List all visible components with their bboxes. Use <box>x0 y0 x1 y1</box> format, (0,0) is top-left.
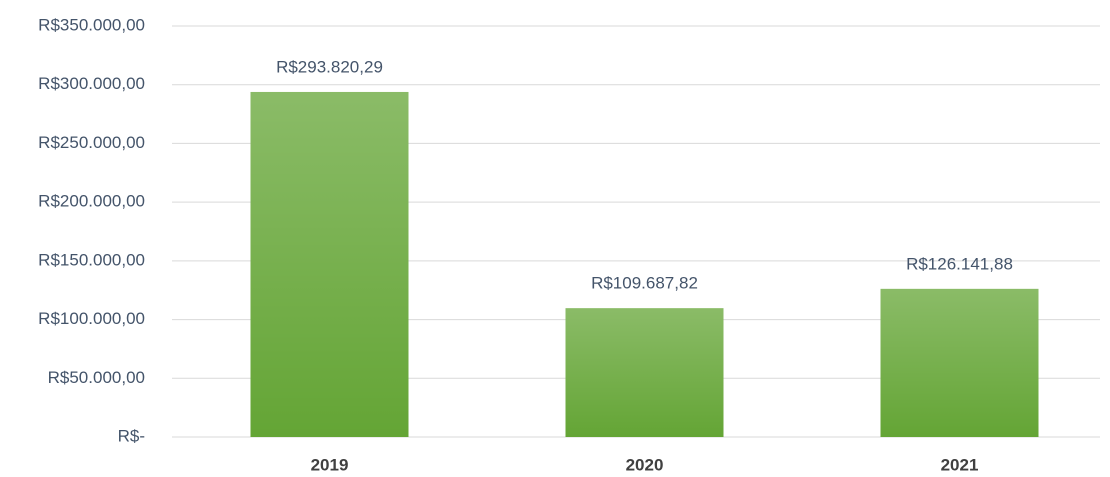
value-label: R$109.687,82 <box>591 274 698 293</box>
y-tick-label: R$- <box>118 426 145 445</box>
bar-sheen <box>880 288 1039 437</box>
y-tick-label: R$100.000,00 <box>38 309 145 328</box>
value-label: R$293.820,29 <box>276 57 383 76</box>
x-tick-label: 2019 <box>311 455 349 474</box>
y-tick-label: R$350.000,00 <box>38 15 145 34</box>
y-tick-label: R$200.000,00 <box>38 192 145 211</box>
x-tick-label: 2021 <box>941 455 979 474</box>
y-tick-label: R$250.000,00 <box>38 133 145 152</box>
y-tick-label: R$150.000,00 <box>38 250 145 269</box>
value-label: R$126.141,88 <box>906 254 1013 273</box>
y-tick-label: R$300.000,00 <box>38 74 145 93</box>
y-tick-label: R$50.000,00 <box>48 368 145 387</box>
bar-sheen <box>565 308 724 437</box>
x-tick-label: 2020 <box>626 455 664 474</box>
bar-sheen <box>250 91 409 437</box>
